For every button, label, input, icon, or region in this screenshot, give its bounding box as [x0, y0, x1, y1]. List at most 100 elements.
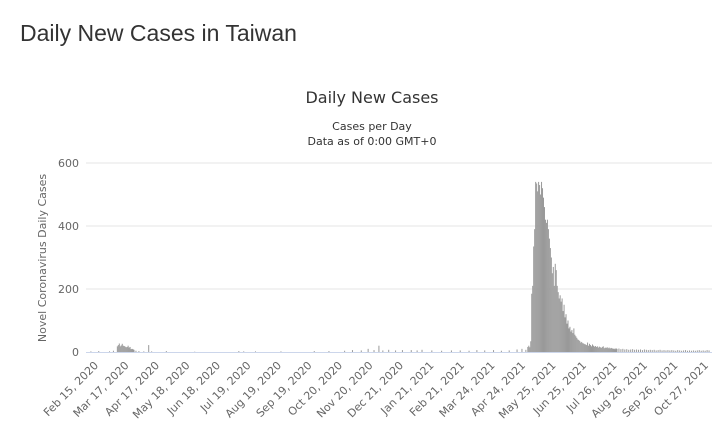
grid-lines [86, 162, 712, 290]
bar [132, 349, 134, 352]
bar [592, 345, 594, 352]
bar [663, 350, 665, 352]
bar [528, 345, 530, 352]
bar [655, 350, 657, 352]
bar [388, 349, 390, 352]
bar [675, 350, 677, 352]
bar [550, 257, 552, 352]
bar [602, 346, 604, 352]
y-axis-label: Novel Coronavirus Daily Cases [36, 174, 49, 342]
bar [119, 346, 121, 352]
bar [395, 350, 397, 352]
bar [468, 350, 470, 352]
y-tick-label: 0 [72, 346, 79, 359]
bar [416, 350, 418, 352]
bar [133, 349, 135, 352]
bar [630, 349, 632, 352]
bar [493, 350, 495, 352]
bar [624, 349, 626, 352]
bar [595, 346, 597, 352]
bar [626, 349, 628, 352]
bar [367, 348, 369, 352]
bar [611, 348, 613, 352]
bar [129, 346, 131, 352]
bar [563, 304, 565, 352]
bar [127, 345, 129, 352]
bar [600, 347, 602, 352]
bar [530, 341, 532, 352]
bar [608, 347, 610, 352]
bar [562, 311, 564, 352]
bar [536, 183, 538, 352]
bar [615, 348, 617, 352]
bar [540, 194, 542, 352]
bar [328, 351, 330, 352]
bar [591, 344, 593, 352]
bar [566, 323, 568, 352]
bar [620, 349, 622, 352]
page-title: Daily New Cases in Taiwan [20, 20, 297, 46]
bar [116, 346, 118, 352]
bar [516, 349, 518, 352]
bar [667, 350, 669, 352]
bar [547, 229, 549, 352]
bar [708, 350, 710, 352]
bar [539, 185, 541, 352]
bar [583, 343, 585, 352]
bar [123, 346, 125, 352]
bar [378, 345, 380, 352]
bar [351, 350, 353, 352]
bar [702, 350, 704, 352]
y-tick-label: 600 [58, 157, 79, 170]
bar [591, 346, 592, 352]
bar [596, 346, 598, 352]
bar [360, 350, 362, 352]
bar [373, 350, 375, 352]
bar [560, 301, 562, 352]
bar [613, 348, 615, 352]
bar [508, 350, 510, 352]
bar [647, 350, 649, 352]
bars [90, 181, 710, 353]
bar [612, 348, 614, 352]
bar [548, 238, 550, 352]
y-tick-label: 200 [58, 283, 79, 296]
bar [700, 350, 702, 352]
bar [594, 346, 596, 352]
chart-title: Daily New Cases [305, 88, 438, 107]
bar [109, 351, 111, 352]
bar [577, 339, 579, 352]
bar [344, 350, 346, 352]
bar [586, 345, 588, 352]
bar [561, 298, 563, 352]
bar [238, 351, 240, 352]
bar [138, 351, 140, 352]
bar [599, 347, 601, 352]
bar [618, 348, 620, 352]
bar [441, 350, 443, 352]
bar [636, 349, 638, 352]
bar [685, 350, 687, 352]
bar [645, 349, 647, 352]
bar [431, 350, 433, 352]
bar [543, 207, 545, 352]
bar [542, 188, 544, 352]
bar [628, 349, 630, 352]
bar [112, 350, 114, 352]
bar [120, 345, 122, 352]
bar [575, 336, 577, 352]
bar [537, 191, 539, 352]
bar [661, 350, 663, 352]
bar [609, 348, 611, 352]
bar [706, 350, 708, 352]
bar [606, 347, 608, 352]
bar [605, 347, 607, 352]
bar [98, 351, 100, 352]
bar [559, 295, 561, 352]
bar [541, 181, 543, 352]
bar [632, 349, 634, 352]
bar [535, 181, 537, 352]
bar [543, 197, 544, 352]
bar [534, 229, 536, 352]
